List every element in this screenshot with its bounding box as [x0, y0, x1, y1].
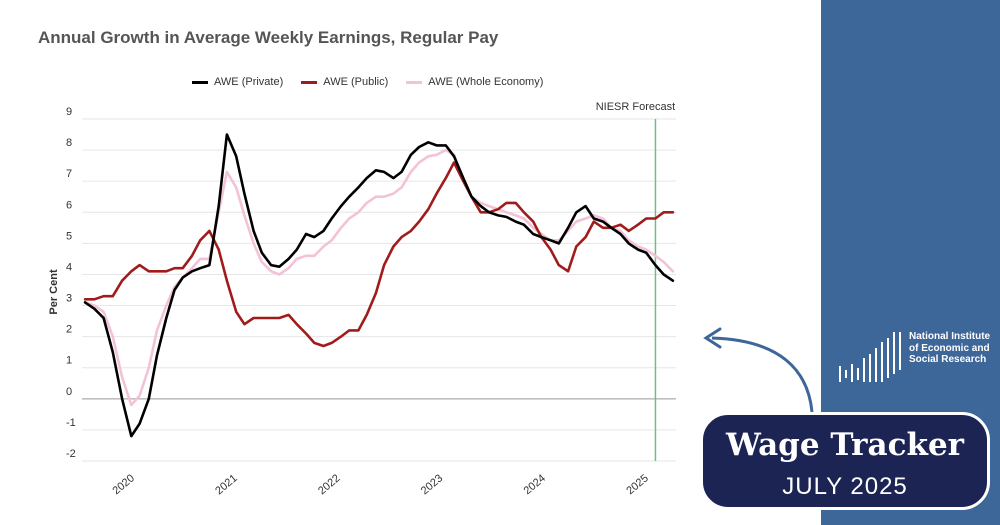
- x-tick-label: 2022: [316, 472, 342, 497]
- series-line-public: [83, 161, 675, 348]
- y-tick-label: 9: [66, 106, 72, 118]
- series-line-private: [83, 133, 675, 438]
- y-tick-label: 4: [66, 261, 72, 273]
- legend-item-whole: AWE (Whole Economy): [406, 76, 543, 88]
- x-tick-label: 2021: [213, 472, 239, 497]
- y-tick-label: 1: [66, 355, 72, 367]
- y-tick-label: 7: [66, 168, 72, 180]
- logo-text: National Institute of Economic and Socia…: [909, 331, 991, 365]
- x-tick-label: 2024: [522, 472, 548, 497]
- legend-label-private: AWE (Private): [214, 76, 284, 88]
- chart-title: Annual Growth in Average Weekly Earnings…: [38, 28, 499, 47]
- legend-item-public: AWE (Public): [301, 76, 388, 88]
- bar-chart-logo-icon: [839, 332, 901, 382]
- legend-swatch-whole: [406, 80, 423, 84]
- y-tick-label: -1: [66, 417, 76, 429]
- x-tick-label: 2023: [419, 472, 445, 497]
- badge-date: JULY 2025: [782, 473, 908, 500]
- series-line-whole: [83, 148, 675, 407]
- y-tick-label: 8: [66, 137, 72, 149]
- y-tick-label: 6: [66, 199, 72, 211]
- chart-legend: AWE (Private) AWE (Public) AWE (Whole Ec…: [192, 76, 543, 88]
- legend-swatch-private: [192, 80, 208, 84]
- y-tick-label: 2: [66, 324, 72, 336]
- x-tick-label: 2020: [111, 472, 137, 497]
- y-tick-label: 5: [66, 230, 72, 242]
- y-tick-label: -2: [66, 448, 76, 460]
- legend-label-whole: AWE (Whole Economy): [428, 76, 544, 88]
- legend-swatch-public: [301, 80, 318, 84]
- badge-title: Wage Tracker: [725, 427, 965, 463]
- chart-plot: -2 -1 0 1 2 3 4 5 6 7 8 9 2020 2021 2022 2023 2024 2025 P…: [48, 101, 676, 497]
- y-tick-label: 0: [66, 386, 72, 398]
- y-axis-label: Per Cent: [48, 269, 60, 315]
- forecast-label: NIESR Forecast: [596, 101, 675, 113]
- legend-item-private: AWE (Private): [192, 76, 283, 88]
- y-tick-label: 3: [66, 293, 72, 305]
- series-layer: [83, 133, 675, 438]
- x-tick-label: 2025: [624, 472, 650, 497]
- legend-label-public: AWE (Public): [323, 76, 389, 88]
- tick-layer: -2 -1 0 1 2 3 4 5 6 7 8 9 2020 2021 2022 2023 2024 2025: [66, 106, 651, 497]
- wage-tracker-badge: Wage Tracker JULY 2025: [700, 412, 990, 510]
